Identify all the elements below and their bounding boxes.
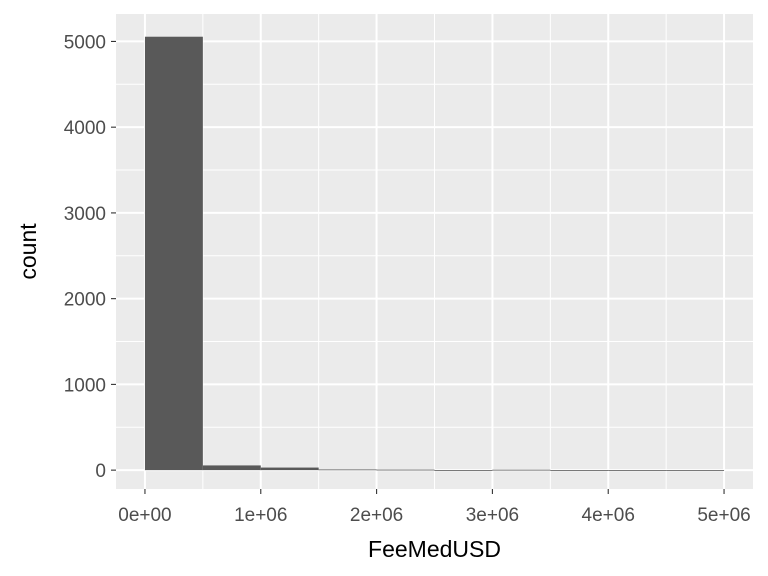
- histogram-bar: [376, 469, 435, 471]
- x-tick-label: 3e+06: [466, 505, 519, 526]
- histogram-bar: [434, 470, 493, 471]
- minor-gridlines: [116, 14, 753, 489]
- histogram-bar: [318, 469, 377, 471]
- y-tick-label: 4000: [64, 118, 106, 139]
- x-axis-ticks: 0e+00 1e+06 2e+06 3e+06 4e+06 5e+06: [118, 489, 751, 526]
- y-axis-ticks: 0 1000 2000 3000 4000 5000: [64, 32, 116, 482]
- histogram-bar: [144, 36, 203, 471]
- x-axis-title: FeeMedUSD: [368, 536, 501, 562]
- histogram-bar: [202, 465, 261, 471]
- y-tick-label: 5000: [64, 32, 106, 53]
- y-axis-title: count: [15, 223, 41, 280]
- histogram-bars: [144, 36, 725, 471]
- x-tick-label: 0e+00: [118, 505, 171, 526]
- y-tick-label: 2000: [64, 290, 106, 311]
- x-tick-label: 2e+06: [350, 505, 403, 526]
- x-tick-label: 1e+06: [234, 505, 287, 526]
- histogram-bar: [666, 470, 725, 471]
- y-tick-label: 3000: [64, 204, 106, 225]
- histogram-bar: [550, 470, 609, 471]
- histogram-bar: [608, 470, 667, 471]
- x-tick-label: 5e+06: [697, 505, 750, 526]
- y-tick-label: 0: [95, 461, 106, 482]
- y-tick-label: 1000: [64, 375, 106, 396]
- histogram-bar: [492, 469, 551, 471]
- histogram-bar: [260, 467, 319, 471]
- x-tick-label: 4e+06: [582, 505, 635, 526]
